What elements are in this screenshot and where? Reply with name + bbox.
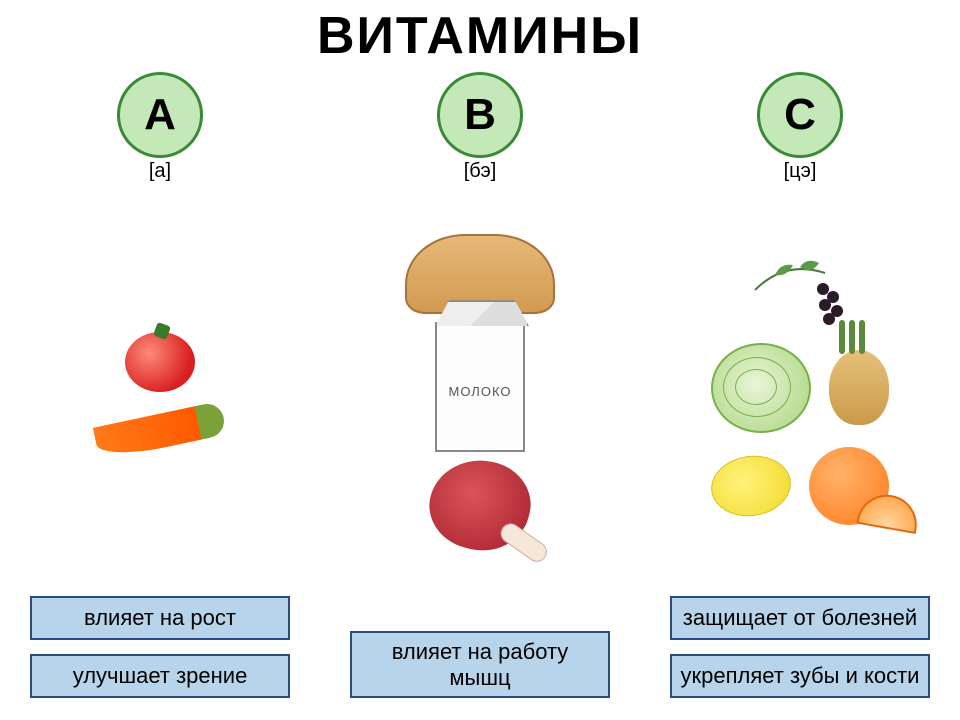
foods-c [650, 183, 950, 596]
column-b: В [бэ] МОЛОКО влияет на работу мышц [330, 72, 630, 712]
benefit-c-1: защищает от болезней [670, 596, 930, 640]
benefit-a-2: улучшает зрение [30, 654, 290, 698]
column-c: С [цэ] [650, 72, 950, 712]
phon-a: [а] [149, 160, 171, 183]
phon-c: [цэ] [784, 160, 817, 183]
tomato-icon [125, 332, 195, 392]
onion-icon [829, 350, 889, 425]
lemon-icon [707, 450, 795, 521]
meat-icon [420, 449, 540, 562]
benefit-a-1: влияет на рост [30, 596, 290, 640]
badge-b-wrap: В [бэ] [437, 72, 523, 183]
foods-a [10, 183, 310, 596]
carrot-icon [93, 400, 227, 460]
page-title: ВИТАМИНЫ [0, 0, 960, 66]
badge-a-wrap: А [а] [117, 72, 203, 183]
milk-label: МОЛОКО [437, 384, 523, 399]
milk-icon: МОЛОКО [435, 322, 525, 452]
cabbage-icon [711, 343, 811, 433]
columns: А [а] влияет на рост улучшает зрение В [… [0, 72, 960, 712]
badge-c-wrap: С [цэ] [757, 72, 843, 183]
currant-icon [745, 255, 855, 335]
benefit-c-2: укрепляет зубы и кости [670, 654, 930, 698]
orange-icon [809, 447, 889, 525]
badge-c: С [757, 72, 843, 158]
column-a: А [а] влияет на рост улучшает зрение [10, 72, 310, 712]
foods-b: МОЛОКО [330, 183, 630, 601]
benefit-b-1: влияет на работу мышц [350, 631, 610, 698]
phon-b: [бэ] [464, 160, 497, 183]
badge-b: В [437, 72, 523, 158]
badge-a: А [117, 72, 203, 158]
